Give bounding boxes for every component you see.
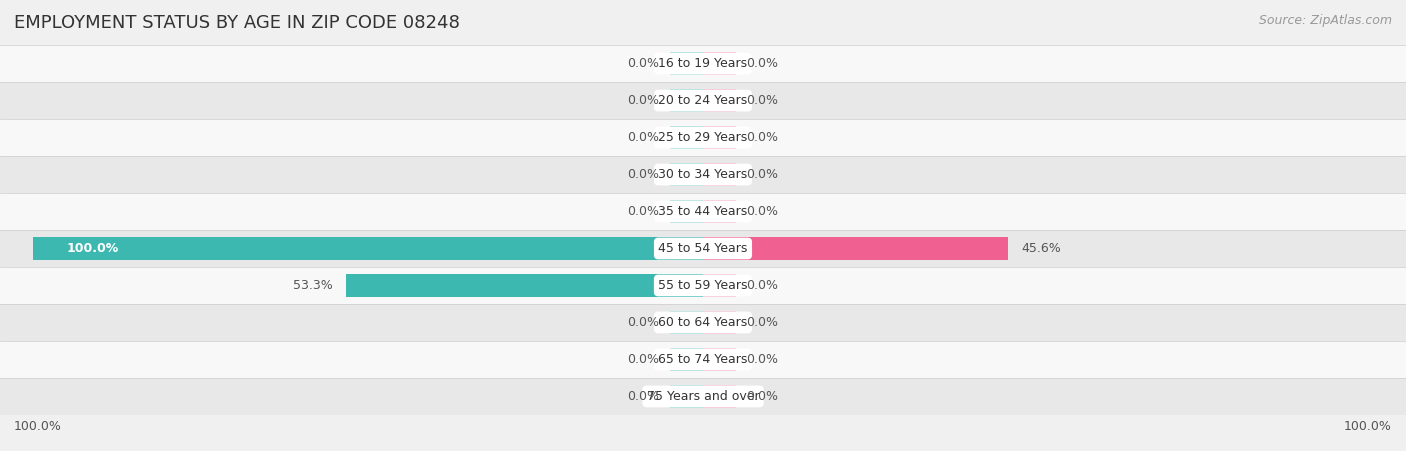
Bar xyxy=(703,52,737,75)
Text: 0.0%: 0.0% xyxy=(627,316,659,329)
Text: 75 Years and over: 75 Years and over xyxy=(647,390,759,403)
Bar xyxy=(346,274,703,297)
Bar xyxy=(703,311,737,334)
Text: 0.0%: 0.0% xyxy=(747,279,779,292)
Text: 100.0%: 100.0% xyxy=(14,420,62,433)
Bar xyxy=(703,237,1008,260)
Bar xyxy=(703,163,737,186)
Bar xyxy=(0,45,1406,82)
Bar xyxy=(0,230,1406,267)
Bar xyxy=(703,126,737,149)
Text: 30 to 34 Years: 30 to 34 Years xyxy=(658,168,748,181)
Text: 25 to 29 Years: 25 to 29 Years xyxy=(658,131,748,144)
Text: 100.0%: 100.0% xyxy=(67,242,120,255)
Bar xyxy=(669,52,703,75)
Text: 60 to 64 Years: 60 to 64 Years xyxy=(658,316,748,329)
Text: 53.3%: 53.3% xyxy=(292,279,333,292)
Text: 0.0%: 0.0% xyxy=(747,316,779,329)
Text: 16 to 19 Years: 16 to 19 Years xyxy=(658,57,748,70)
Text: 0.0%: 0.0% xyxy=(627,205,659,218)
Bar xyxy=(669,200,703,223)
Bar xyxy=(0,378,1406,415)
Bar xyxy=(703,200,737,223)
Bar xyxy=(0,82,1406,119)
Bar xyxy=(669,89,703,112)
Bar xyxy=(34,237,703,260)
Text: 0.0%: 0.0% xyxy=(747,168,779,181)
Text: 45.6%: 45.6% xyxy=(1022,242,1062,255)
Bar xyxy=(703,348,737,371)
Bar xyxy=(669,348,703,371)
Text: 0.0%: 0.0% xyxy=(747,353,779,366)
Text: 0.0%: 0.0% xyxy=(747,94,779,107)
Text: 0.0%: 0.0% xyxy=(747,205,779,218)
Text: 0.0%: 0.0% xyxy=(627,390,659,403)
Bar xyxy=(669,163,703,186)
Text: 100.0%: 100.0% xyxy=(1344,420,1392,433)
Bar xyxy=(0,156,1406,193)
Text: Source: ZipAtlas.com: Source: ZipAtlas.com xyxy=(1258,14,1392,27)
Bar xyxy=(0,341,1406,378)
Bar xyxy=(703,274,737,297)
Text: 0.0%: 0.0% xyxy=(627,131,659,144)
Bar xyxy=(703,385,737,408)
Bar xyxy=(669,126,703,149)
Bar xyxy=(0,267,1406,304)
Text: 0.0%: 0.0% xyxy=(747,390,779,403)
Text: 0.0%: 0.0% xyxy=(627,57,659,70)
Text: 45 to 54 Years: 45 to 54 Years xyxy=(658,242,748,255)
Bar xyxy=(669,385,703,408)
Bar xyxy=(669,311,703,334)
Text: 65 to 74 Years: 65 to 74 Years xyxy=(658,353,748,366)
Text: EMPLOYMENT STATUS BY AGE IN ZIP CODE 08248: EMPLOYMENT STATUS BY AGE IN ZIP CODE 082… xyxy=(14,14,460,32)
Text: 35 to 44 Years: 35 to 44 Years xyxy=(658,205,748,218)
Text: 20 to 24 Years: 20 to 24 Years xyxy=(658,94,748,107)
Text: 0.0%: 0.0% xyxy=(747,131,779,144)
Bar xyxy=(703,89,737,112)
Text: 0.0%: 0.0% xyxy=(627,94,659,107)
Bar xyxy=(0,193,1406,230)
Text: 0.0%: 0.0% xyxy=(747,57,779,70)
Bar xyxy=(0,304,1406,341)
Text: 0.0%: 0.0% xyxy=(627,353,659,366)
Bar xyxy=(0,119,1406,156)
Text: 55 to 59 Years: 55 to 59 Years xyxy=(658,279,748,292)
Text: 0.0%: 0.0% xyxy=(627,168,659,181)
